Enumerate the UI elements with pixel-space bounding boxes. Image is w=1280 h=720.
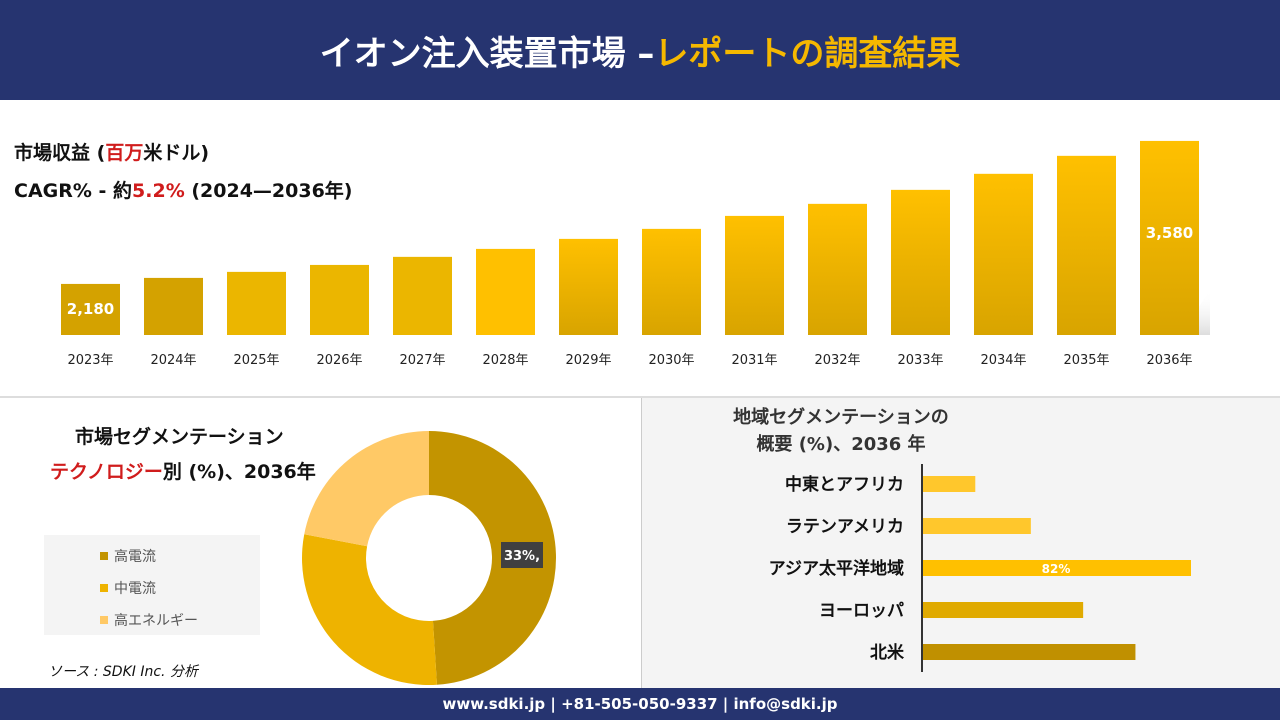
revenue-bar-chart: 2023年 2,180 2024年 2025年 2026年 2027年 2028年 2029年…	[61, 140, 1210, 368]
donut-legend: 高電流 中電流 高エネルギー	[44, 535, 260, 635]
bar-2035年	[1057, 155, 1116, 335]
region-label: ヨーロッパ	[819, 601, 904, 621]
region-label: 北米	[870, 642, 905, 663]
year-label: 2032年	[814, 353, 860, 368]
year-label: 2035年	[1063, 353, 1109, 368]
segment-title: 市場セグメンテーション	[75, 426, 284, 448]
year-label: 2023年	[67, 353, 113, 368]
legend-item: 中電流	[44, 572, 260, 604]
year-label: 2034年	[980, 353, 1026, 368]
region-label: ラテンアメリカ	[786, 517, 904, 537]
regional-title: 地域セグメンテーションの 概要 (%)、2036 年	[733, 407, 949, 455]
bar-2029年	[559, 238, 618, 335]
bar-北米	[923, 644, 1136, 660]
bar-2034年	[974, 173, 1033, 335]
legend-item: 高電流	[44, 540, 260, 572]
donut-slice-高エネルギー	[304, 431, 429, 547]
donut-slice-中電流	[302, 534, 437, 685]
bar-2023年	[61, 283, 120, 335]
year-label: 2024年	[150, 353, 196, 368]
data-label-box	[501, 542, 543, 568]
year-label: 2029年	[565, 353, 611, 368]
bar-2033年	[891, 189, 950, 335]
bar-2026年	[310, 264, 369, 335]
bar-2030年	[642, 228, 701, 335]
bar-中東とアフリカ	[923, 476, 976, 492]
bar-アジア太平洋地域	[923, 560, 1191, 576]
data-label: 2,180	[67, 300, 114, 318]
source-note: ソース : SDKI Inc. 分析	[48, 664, 198, 680]
bar-2027年	[393, 256, 452, 335]
title-accent: レポートの調査結果	[654, 33, 961, 74]
year-label: 2027年	[399, 353, 445, 368]
regional-panel	[641, 398, 1280, 688]
year-label: 2033年	[897, 353, 943, 368]
title-main: イオン注入装置市場 –	[319, 33, 655, 74]
cagr-text: CAGR% - 約5.2% (2024—2036年)	[14, 180, 353, 202]
footer-contact: www.sdki.jp | +81-505-050-9337 | info@sd…	[0, 688, 1280, 720]
donut-slice-高電流	[429, 431, 556, 685]
bar-2031年	[725, 215, 784, 335]
bar-2025年	[227, 271, 286, 335]
year-label: 2030年	[648, 353, 694, 368]
year-label: 2026年	[316, 353, 362, 368]
data-label: 82%	[1042, 562, 1071, 576]
technology-donut-chart: 33%,	[302, 431, 556, 685]
year-label: 2028年	[482, 353, 528, 368]
segment-subtitle: テクノロジー別 (%)、2036年	[50, 461, 316, 483]
data-label: 33%,	[504, 549, 540, 564]
bar-2036年	[1140, 140, 1199, 335]
bar-2032年	[808, 203, 867, 335]
legend-item: 高エネルギー	[44, 604, 260, 636]
year-label: 2025年	[233, 353, 279, 368]
region-label: 中東とアフリカ	[785, 474, 904, 495]
region-label: アジア太平洋地域	[769, 558, 904, 579]
year-label: 2031年	[731, 353, 777, 368]
bar-2024年	[144, 277, 203, 335]
year-label: 2036年	[1146, 353, 1192, 368]
data-label: 3,580	[1146, 224, 1193, 242]
bar-2028年	[476, 248, 535, 335]
divider	[0, 396, 1280, 398]
bar-ヨーロッパ	[923, 602, 1084, 618]
revenue-title: 市場収益 (百万米ドル)	[14, 142, 210, 164]
header-banner: イオン注入装置市場 – レポートの調査結果	[0, 0, 1280, 100]
bar-ラテンアメリカ	[923, 518, 1031, 534]
